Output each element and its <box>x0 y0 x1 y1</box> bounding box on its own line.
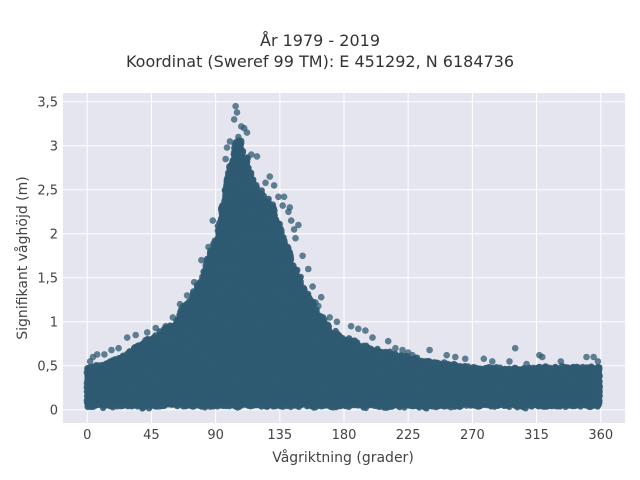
chart-title-line-1: År 1979 - 2019 <box>260 31 380 50</box>
chart-title-line-2: Koordinat (Sweref 99 TM): E 451292, N 61… <box>125 52 515 71</box>
data-points <box>83 102 603 412</box>
